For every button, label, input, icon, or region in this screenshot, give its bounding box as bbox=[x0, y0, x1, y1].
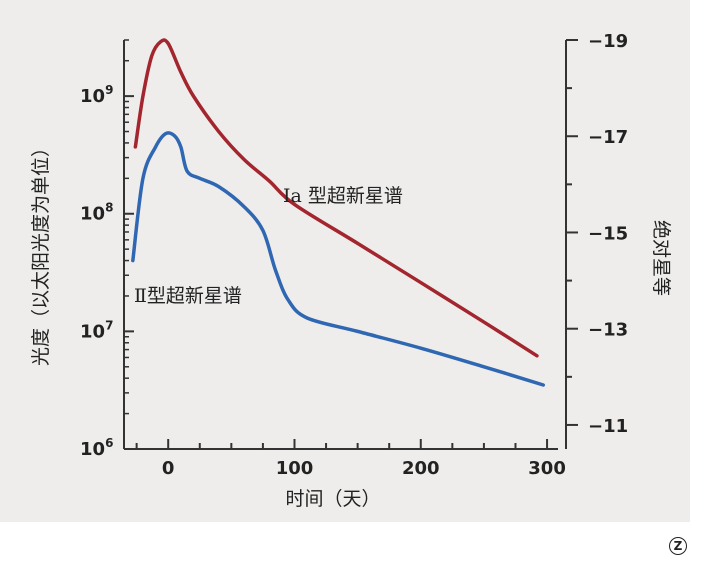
series-line-type-ia bbox=[133, 38, 539, 358]
series-label-type-ii: Ⅱ型超新星谱 bbox=[134, 285, 242, 307]
right-tick-label: −13 bbox=[588, 320, 628, 341]
x-axis-ticks: 0 100 200 300 bbox=[135, 439, 566, 479]
chart-panel bbox=[0, 0, 690, 522]
right-tick-label: −19 bbox=[588, 31, 628, 52]
x-axis-title: 时间（天） bbox=[285, 488, 380, 510]
corner-badge-icon: Z bbox=[669, 537, 687, 555]
left-axis-title: 光度（以太阳光度为单位） bbox=[30, 138, 52, 366]
series-line-type-ii bbox=[131, 131, 546, 387]
series-layer bbox=[131, 38, 546, 387]
x-tick-label: 300 bbox=[528, 458, 566, 479]
x-tick-label: 200 bbox=[402, 458, 440, 479]
right-axis-title: 绝对星等 bbox=[650, 220, 672, 296]
right-tick-label: −15 bbox=[588, 223, 628, 244]
x-tick-label: 0 bbox=[162, 458, 175, 479]
left-axis-ticks: 106 107 108 109 bbox=[80, 39, 134, 460]
left-tick-label: 109 bbox=[80, 83, 113, 107]
left-tick-label: 106 bbox=[80, 436, 113, 460]
right-axis-ticks: −19 −17 −15 −13 −11 bbox=[566, 31, 628, 437]
right-tick-label: −17 bbox=[588, 127, 628, 148]
left-tick-label: 107 bbox=[80, 318, 113, 342]
series-label-type-ia: Ⅰa 型超新星谱 bbox=[283, 185, 403, 207]
left-tick-label: 108 bbox=[80, 201, 113, 225]
right-tick-label: −11 bbox=[588, 416, 628, 437]
x-tick-label: 100 bbox=[276, 458, 314, 479]
